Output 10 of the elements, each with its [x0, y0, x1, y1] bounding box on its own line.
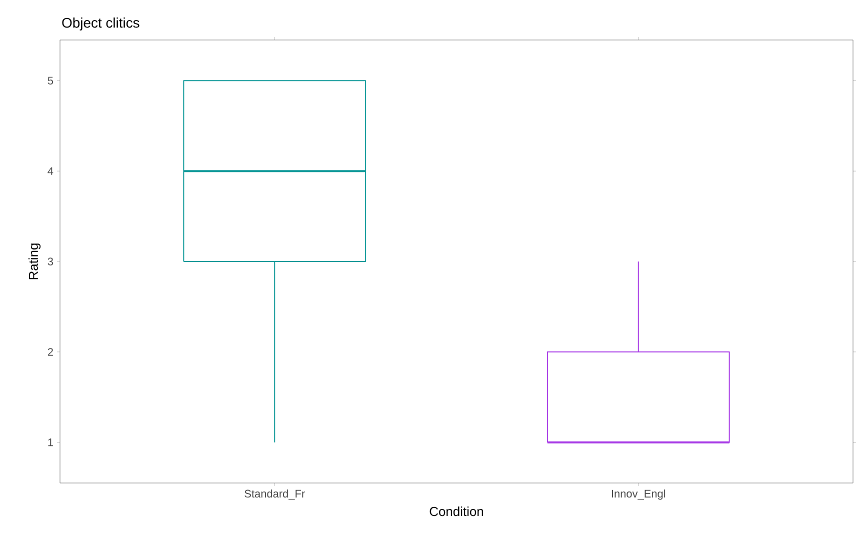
x-tick-label: Standard_Fr	[244, 490, 305, 500]
y-tick-label: 5	[48, 76, 54, 85]
chart-title: Object clitics	[62, 17, 140, 30]
y-axis-title: Rating	[28, 244, 41, 280]
x-tick-label: Innov_Engl	[612, 490, 666, 500]
y-tick-label: 4	[48, 167, 54, 175]
y-tick-label: 1	[48, 438, 53, 446]
y-tick-label: 2	[48, 348, 53, 356]
x-axis-title: Condition	[430, 506, 484, 516]
y-tick-label: 3	[48, 258, 54, 266]
